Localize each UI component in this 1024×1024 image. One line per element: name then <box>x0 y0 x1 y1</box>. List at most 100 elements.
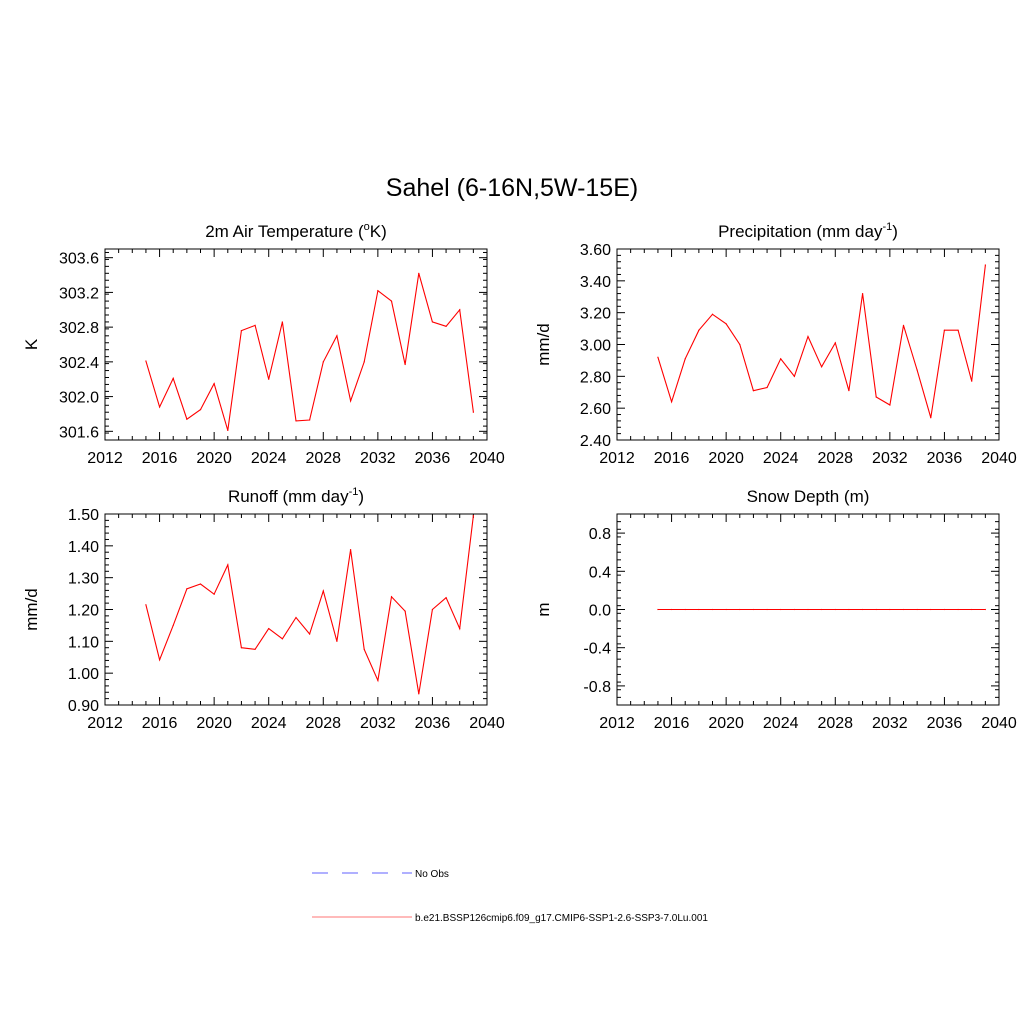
data-point <box>957 608 959 611</box>
y-tick-label: 303.2 <box>59 285 99 302</box>
data-point <box>227 564 229 566</box>
y-tick-label: 303.6 <box>59 251 99 268</box>
data-point <box>861 608 864 611</box>
y-tick-label: 1.30 <box>68 571 99 588</box>
y-tick-label: 3.60 <box>580 242 611 259</box>
data-point <box>752 390 755 392</box>
panel-title-suffix: ) <box>358 487 364 506</box>
x-tick-label: 2036 <box>415 450 451 467</box>
panel-title-text: Snow Depth (m) <box>747 487 870 506</box>
data-point <box>834 608 836 611</box>
data-point <box>158 406 161 408</box>
data-point <box>930 417 932 419</box>
data-point <box>984 608 986 611</box>
data-point <box>172 624 174 627</box>
data-point <box>821 366 823 368</box>
legend: No Obs b.e21.BSSP126cmip6.f09_g17.CMIP6-… <box>312 869 708 924</box>
y-tick-label: 0.0 <box>589 603 611 620</box>
plot-frame <box>104 248 488 441</box>
panel-title: 2m Air Temperature (oK) <box>205 221 387 241</box>
x-tick-label: 2024 <box>251 715 287 732</box>
data-point <box>971 380 973 382</box>
x-tick-label: 2012 <box>87 715 123 732</box>
y-axis-label: K <box>22 338 41 350</box>
data-point <box>793 608 795 611</box>
panel-title-suffix: K) <box>370 222 387 241</box>
y-tick-label: 302.0 <box>59 390 99 407</box>
x-tick-label: 2036 <box>415 715 451 732</box>
data-point <box>404 610 406 612</box>
data-point <box>766 386 768 389</box>
y-tick-label: 1.20 <box>68 603 99 620</box>
data-point <box>431 321 434 323</box>
data-point <box>199 583 202 585</box>
data-point <box>172 377 174 379</box>
data-point <box>377 679 379 682</box>
data-point <box>861 292 864 295</box>
y-tick-label: 302.4 <box>59 355 99 372</box>
data-point <box>254 324 256 326</box>
data-point <box>418 693 420 695</box>
data-point <box>295 420 297 422</box>
data-point <box>916 608 918 611</box>
data-point <box>459 628 461 630</box>
x-tick-label: 2028 <box>305 715 341 732</box>
data-point <box>431 608 434 611</box>
x-tick-label: 2012 <box>599 715 635 732</box>
data-point <box>445 597 447 599</box>
data-point <box>971 608 973 611</box>
y-tick-label: 0.4 <box>589 564 611 581</box>
data-point <box>390 596 393 598</box>
y-tick-label: 0.90 <box>68 698 99 715</box>
y-axis-label: m <box>534 602 553 616</box>
data-point <box>902 608 905 611</box>
data-point <box>902 324 905 326</box>
x-tick-label: 2032 <box>360 450 396 467</box>
data-point <box>322 361 324 363</box>
data-point <box>459 309 461 311</box>
y-axis-label: mm/d <box>534 323 553 366</box>
data-point <box>213 593 215 595</box>
panel-title: Precipitation (mm day-1) <box>718 221 898 241</box>
x-tick-label: 2016 <box>654 715 690 732</box>
panel-temp: 2012 2016 2020 2024 2028 2032 2036 2040 301.6 302… <box>22 221 505 467</box>
y-tick-label: 1.40 <box>68 539 99 556</box>
data-point <box>711 608 714 611</box>
y-tick-label: 2.60 <box>580 401 611 418</box>
data-point <box>404 363 406 366</box>
y-tick-label: 302.8 <box>59 320 99 337</box>
data-point <box>889 608 891 611</box>
x-tick-label: 2040 <box>981 450 1017 467</box>
data-point <box>418 272 420 274</box>
data-point <box>657 356 659 358</box>
data-point <box>848 390 850 392</box>
panel-title: Snow Depth (m) <box>747 487 870 506</box>
data-point <box>281 321 283 323</box>
data-point <box>780 608 782 611</box>
x-tick-label: 2012 <box>87 450 123 467</box>
data-point <box>752 608 755 611</box>
series-line-runoff <box>145 515 474 694</box>
x-tick-label: 2032 <box>360 715 396 732</box>
data-point <box>472 514 474 517</box>
x-tick-label: 2040 <box>981 715 1017 732</box>
x-tick-label: 2028 <box>305 450 341 467</box>
data-point <box>295 616 297 619</box>
data-point <box>186 588 188 590</box>
data-point <box>322 590 324 592</box>
data-point <box>739 343 741 346</box>
panel-title-text: 2m Air Temperature ( <box>205 222 364 241</box>
data-point <box>684 358 686 360</box>
data-point <box>377 290 379 292</box>
data-point <box>445 325 447 327</box>
data-point <box>698 608 700 611</box>
data-point <box>711 313 714 315</box>
data-point <box>725 608 727 611</box>
panel-snow: 2012 2016 2020 2024 2028 2032 2036 2040 -0.8 -0.4… <box>534 487 1017 732</box>
data-point <box>336 335 338 337</box>
data-point <box>930 608 932 611</box>
data-point <box>240 330 243 332</box>
y-axis-label: mm/d <box>22 588 41 631</box>
series-line-precip <box>657 264 986 418</box>
data-point <box>766 608 768 611</box>
